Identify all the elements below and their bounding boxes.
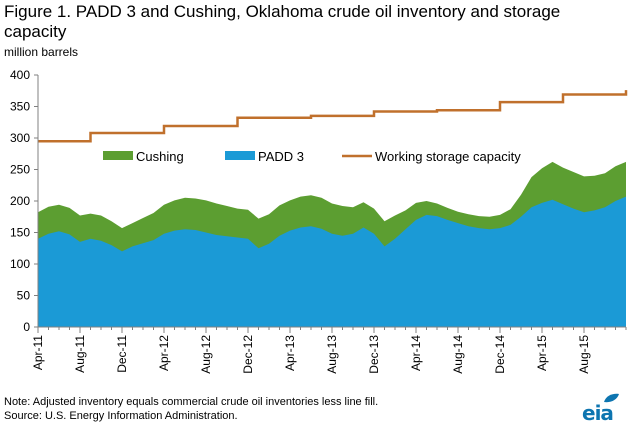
axes: 0 50 100 150 200 250 300 350 400 Apr-11 Aug-11 Dec-… xyxy=(10,68,627,374)
legend-swatch-padd-3 xyxy=(225,151,255,160)
plot-area xyxy=(38,90,628,327)
y-tick-label-100: 100 xyxy=(10,257,30,271)
legend: Cushing PADD 3 Working storage capacity xyxy=(103,149,521,164)
x-tick-label-Apr-11: Apr-11 xyxy=(31,335,45,370)
x-tick-label-Aug-14: Aug-14 xyxy=(451,335,465,374)
legend-label-padd-3: PADD 3 xyxy=(258,149,304,164)
y-tick-label-250: 250 xyxy=(10,163,30,177)
y-tick-label-300: 300 xyxy=(10,131,30,145)
y-tick-label-350: 350 xyxy=(10,100,30,114)
x-tick-label-Apr-13: Apr-13 xyxy=(283,335,297,371)
x-tick-label-Apr-14: Apr-14 xyxy=(409,335,423,371)
eia-leaf-icon xyxy=(604,393,619,403)
chart-note: Note: Adjusted inventory equals commerci… xyxy=(4,396,379,408)
y-tick-label-50: 50 xyxy=(17,289,31,303)
legend-label-working-storage-capacity: Working storage capacity xyxy=(375,149,521,164)
y-tick-label-200: 200 xyxy=(10,194,30,208)
x-tick-label-Aug-12: Aug-12 xyxy=(199,335,213,374)
x-tick-label-Aug-13: Aug-13 xyxy=(325,335,339,374)
y-tick-label-400: 400 xyxy=(10,68,30,82)
y-tick-label-0: 0 xyxy=(23,320,30,334)
x-tick-label-Dec-11: Dec-11 xyxy=(115,335,129,373)
chart-title: Figure 1. PADD 3 and Cushing, Oklahoma c… xyxy=(4,2,561,41)
y-axis-unit-label: million barrels xyxy=(4,45,79,59)
x-tick-label-Dec-13: Dec-13 xyxy=(367,335,381,374)
chart-source: Source: U.S. Energy Information Administ… xyxy=(4,410,238,422)
x-tick-label-Dec-12: Dec-12 xyxy=(241,335,255,374)
series-line-working-storage-capacity xyxy=(38,90,628,143)
legend-label-cushing: Cushing xyxy=(136,149,184,164)
logo-text: eia xyxy=(582,401,614,425)
x-tick-label-Apr-12: Apr-12 xyxy=(157,335,171,371)
x-tick-label-Dec-14: Dec-14 xyxy=(493,335,507,374)
legend-swatch-cushing xyxy=(103,151,133,160)
y-tick-label-150: 150 xyxy=(10,226,30,240)
eia-logo: eia xyxy=(578,392,624,425)
series-area-padd3 xyxy=(38,196,626,327)
x-tick-label-Aug-15: Aug-15 xyxy=(577,335,591,374)
x-tick-label-Aug-11: Aug-11 xyxy=(73,335,87,373)
x-tick-label-Apr-15: Apr-15 xyxy=(535,335,549,371)
